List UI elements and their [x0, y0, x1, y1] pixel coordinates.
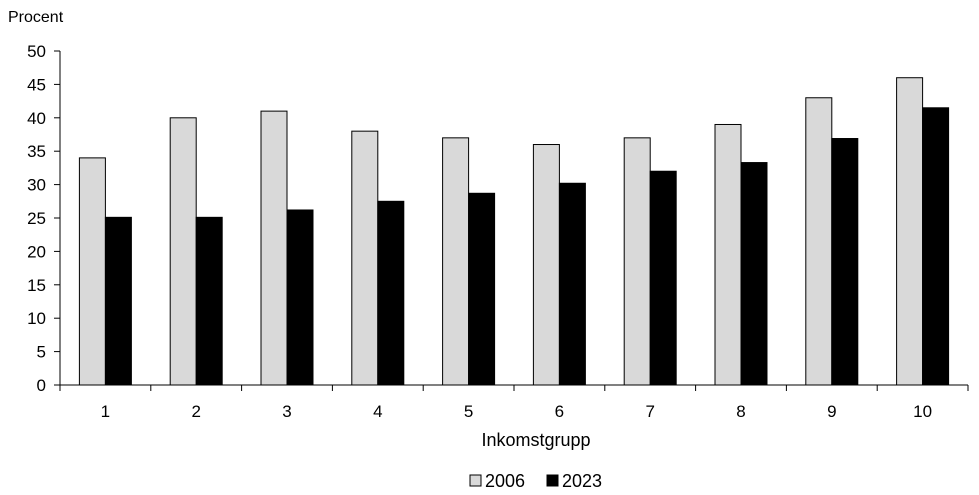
x-tick-label: 10: [913, 402, 932, 421]
x-tick-label: 6: [555, 402, 564, 421]
x-tick-label: 5: [464, 402, 473, 421]
bar-2023-group-7: [649, 170, 677, 386]
bar-2023-group-5: [468, 192, 496, 386]
x-tick-label: 9: [827, 402, 836, 421]
x-axis-title: Inkomstgrupp: [481, 430, 590, 450]
legend-swatch-2006: [469, 474, 482, 487]
bar-2006-group-9: [805, 97, 833, 386]
y-tick-label: 40: [27, 109, 46, 128]
bar-2023-group-9: [831, 138, 859, 386]
x-tick-label: 8: [736, 402, 745, 421]
y-tick-label: 50: [27, 42, 46, 61]
y-tick-label: 35: [27, 142, 46, 161]
bar-2006-group-4: [351, 130, 379, 386]
y-tick-label: 30: [27, 176, 46, 195]
y-axis-unit-label: Procent: [8, 9, 64, 26]
x-tick-label: 4: [373, 402, 382, 421]
legend-swatch-2023: [546, 474, 559, 487]
bar-2023-group-10: [922, 107, 950, 386]
bar-2006-group-10: [896, 77, 924, 386]
y-tick-label: 0: [37, 376, 46, 395]
bar-2006-group-8: [714, 123, 742, 386]
bar-2006-group-7: [623, 137, 651, 386]
y-tick-label: 10: [27, 309, 46, 328]
bars: [78, 77, 950, 386]
bar-2023-group-8: [740, 162, 768, 386]
bar-2023-group-6: [558, 182, 586, 386]
x-axis-ticks: 1 2 3 4 5 6 7 8 9 10: [59, 385, 969, 421]
bar-2023-group-4: [377, 200, 405, 386]
y-tick-label: 20: [27, 242, 46, 261]
y-tick-label: 45: [27, 75, 46, 94]
legend-label-2006: 2006: [485, 471, 525, 491]
bar-2006-group-6: [532, 144, 560, 386]
y-tick-label: 25: [27, 209, 46, 228]
bar-2023-group-3: [286, 209, 314, 386]
x-tick-label: 3: [282, 402, 291, 421]
legend: 2006 2023: [469, 471, 602, 491]
y-tick-label: 15: [27, 276, 46, 295]
y-axis-ticks: 0 5 10 15 20 25 30 35 40 45 50: [27, 42, 60, 395]
x-tick-label: 1: [101, 402, 110, 421]
x-tick-label: 7: [645, 402, 654, 421]
bar-2006-group-2: [169, 117, 197, 386]
legend-label-2023: 2023: [562, 471, 602, 491]
bar-2023-group-2: [195, 216, 223, 386]
bar-2006-group-5: [442, 137, 470, 386]
x-tick-label: 2: [191, 402, 200, 421]
bar-2023-group-1: [104, 216, 132, 386]
bar-2006-group-3: [260, 110, 288, 386]
bar-2006-group-1: [78, 157, 106, 386]
y-tick-label: 5: [37, 343, 46, 362]
